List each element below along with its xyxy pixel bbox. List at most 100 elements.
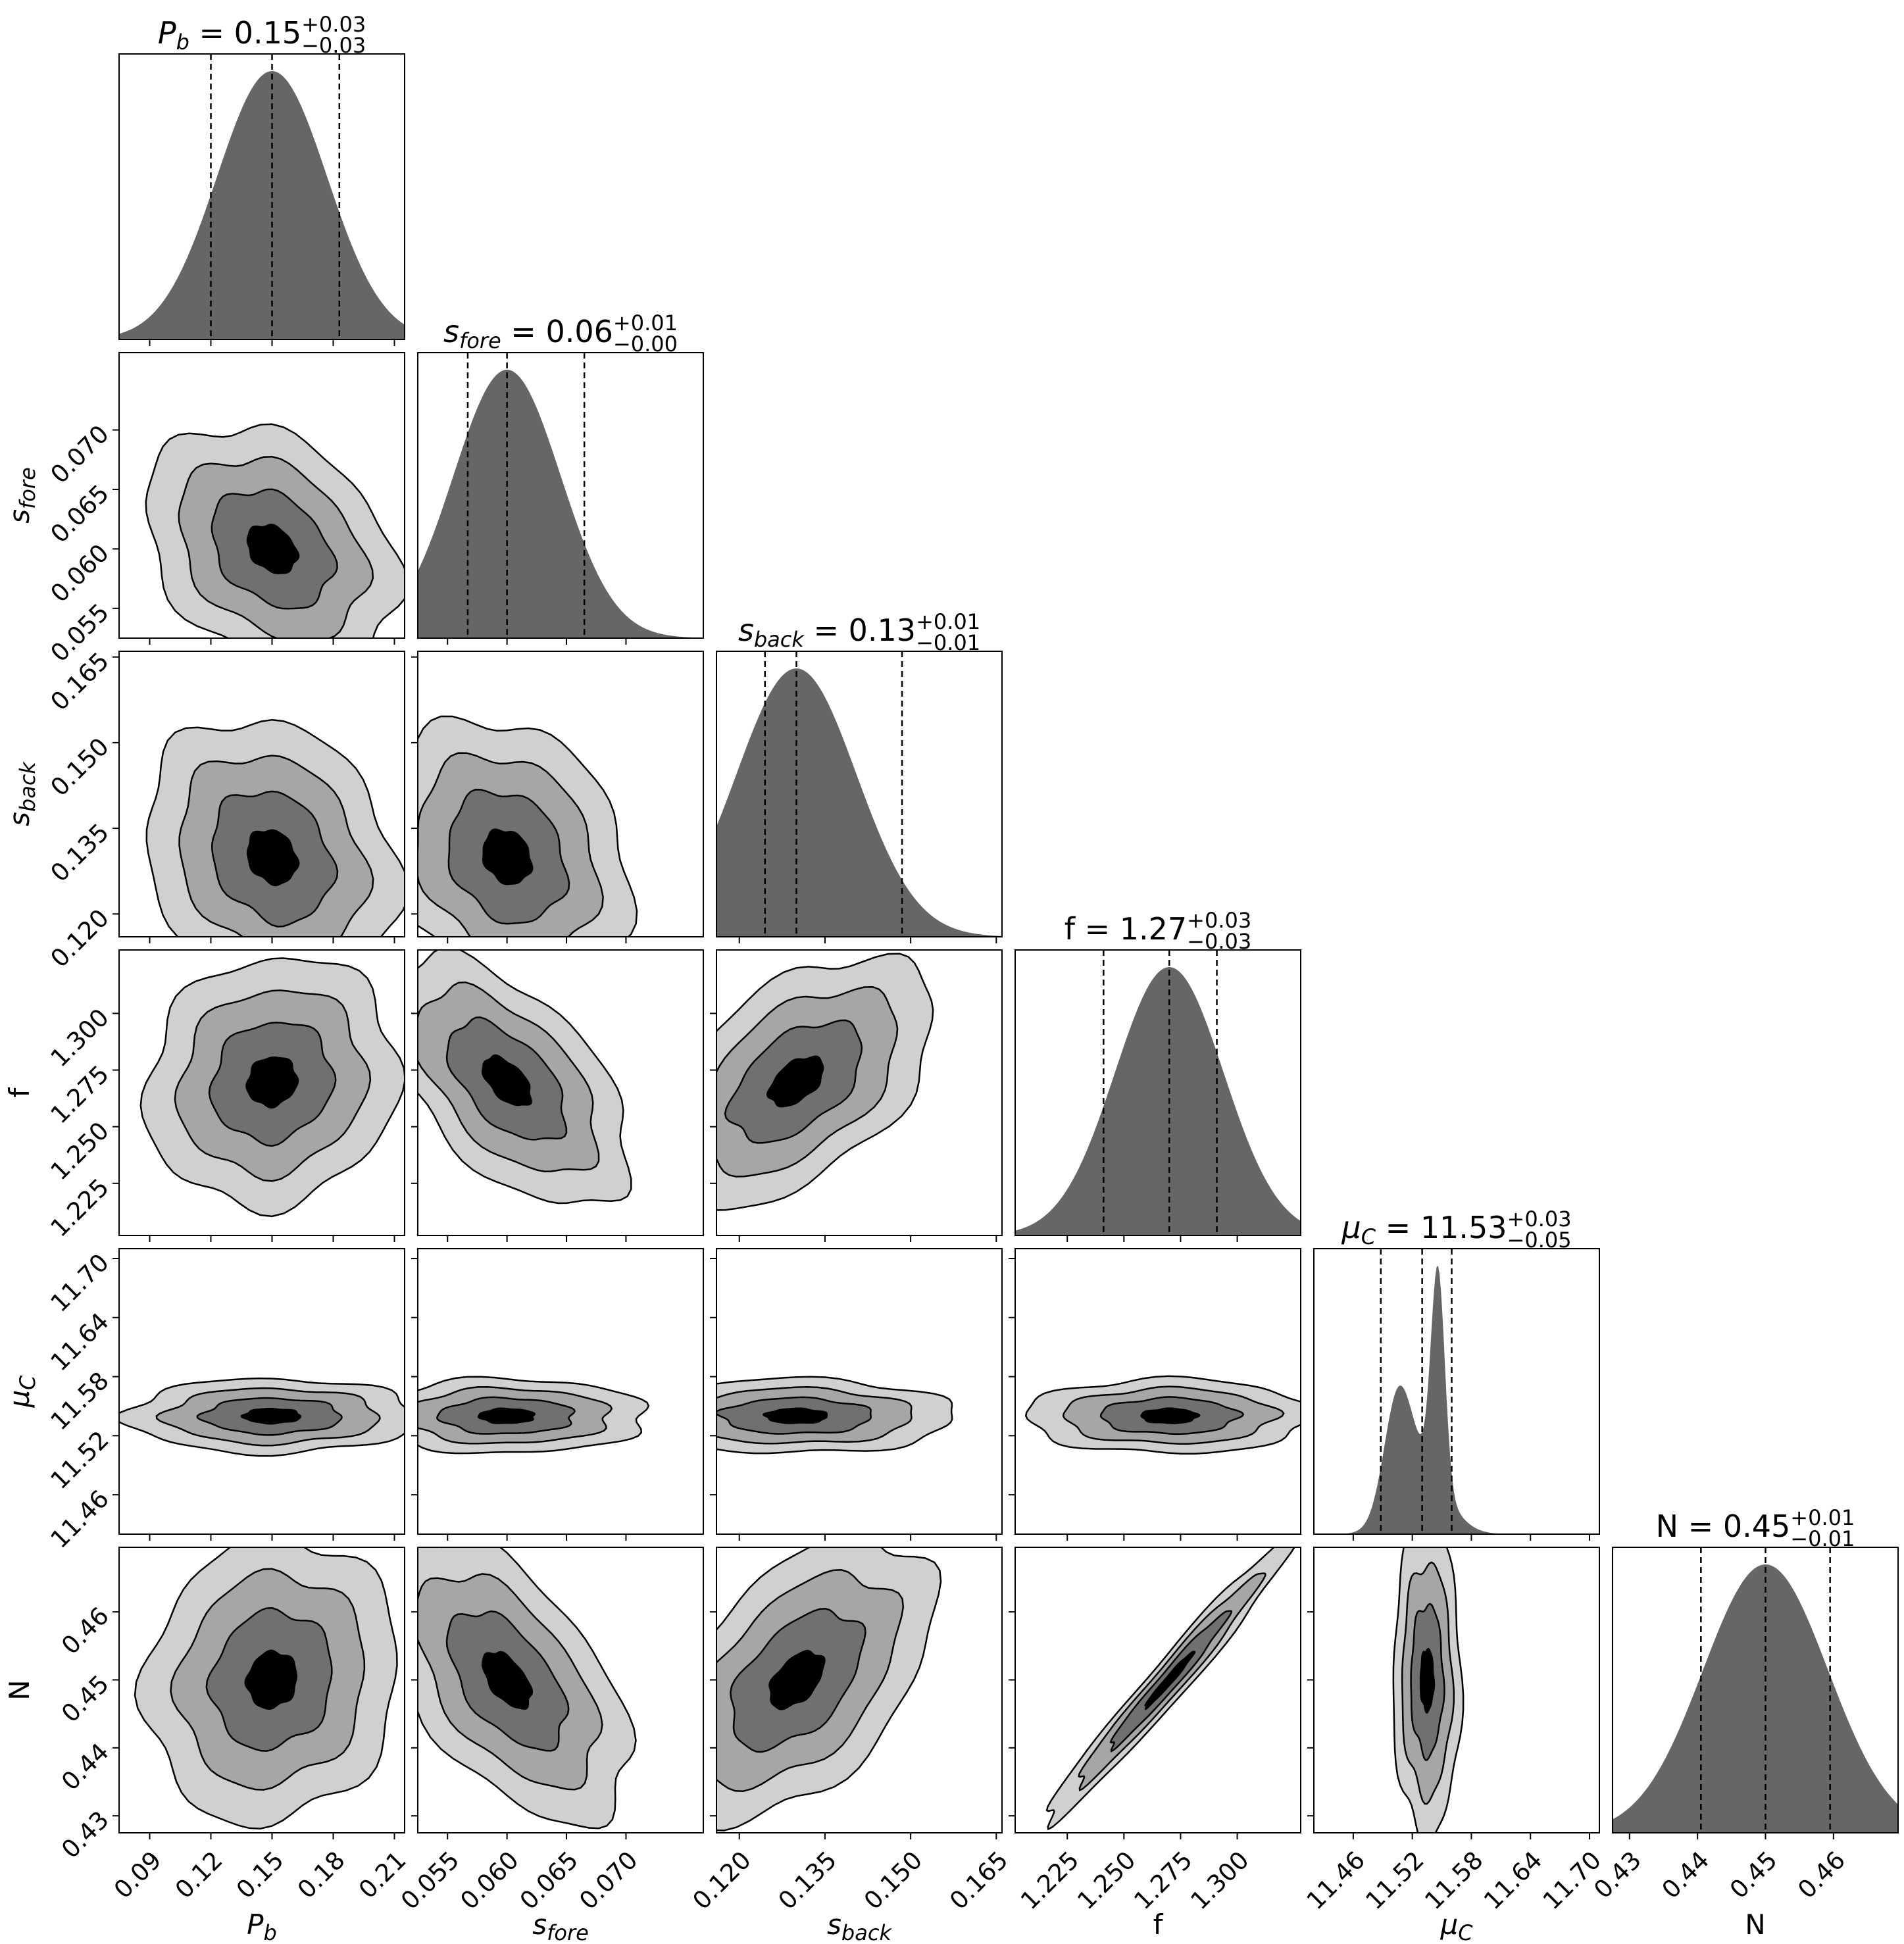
histogram-Pb xyxy=(119,71,405,339)
panel-frame xyxy=(417,352,704,639)
y-tick-label: 1.300 xyxy=(45,1003,114,1072)
panel-body xyxy=(716,1376,953,1455)
panel-body xyxy=(145,423,405,638)
contour-level-4 xyxy=(481,1054,532,1107)
title-label-main: μ xyxy=(1341,1210,1361,1245)
panel-body xyxy=(119,54,405,339)
contour-level-4 xyxy=(768,1649,826,1710)
x-tick-label: 0.46 xyxy=(1792,1846,1851,1905)
panel-sback-sfore xyxy=(411,651,704,943)
panel-frame xyxy=(1313,1248,1600,1535)
y-tick-label: 0.060 xyxy=(45,539,114,608)
panel-frame xyxy=(118,352,405,639)
y-axis-label-f-main: f xyxy=(3,1087,36,1097)
x-axis-label-Pb-main: P xyxy=(247,1908,264,1941)
x-tick-label: 11.58 xyxy=(1419,1846,1488,1915)
title-label-sub: b xyxy=(176,30,189,55)
x-tick-label: 0.12 xyxy=(170,1846,228,1905)
panel-frame xyxy=(118,1248,405,1535)
y-axis-label-f: f xyxy=(3,1087,36,1097)
panel-frame xyxy=(118,651,405,937)
y-tick-label: 0.070 xyxy=(45,420,114,489)
panel-muC-sfore xyxy=(411,1248,704,1541)
panel-frame xyxy=(716,1248,1003,1535)
title-plus: +0.01 xyxy=(613,311,678,336)
title-Pb: Pb = 0.15+0.03 xyxy=(158,12,366,55)
panel-body xyxy=(716,953,934,1211)
title-muC: μC = 11.53+0.03 xyxy=(1341,1207,1571,1249)
histogram-f xyxy=(1015,967,1301,1235)
contour-level-4 xyxy=(1419,1647,1436,1714)
x-tick-label: 11.52 xyxy=(1361,1846,1430,1915)
contour-level-4 xyxy=(245,1056,299,1109)
panel-body xyxy=(1045,1547,1296,1831)
panel-body xyxy=(145,718,405,937)
panel-body xyxy=(139,957,405,1218)
panel-frame xyxy=(1612,1547,1899,1833)
x-tick-label: 0.44 xyxy=(1657,1846,1715,1905)
contour-level-4 xyxy=(766,1055,824,1108)
y-tick-label: 11.70 xyxy=(45,1248,114,1317)
x-axis-label-sback-sub: back xyxy=(841,1920,893,1944)
y-tick-label: 0.065 xyxy=(45,479,114,548)
contour-level-4 xyxy=(240,1407,302,1425)
histogram-sback xyxy=(716,668,1002,937)
x-axis-label-N: N xyxy=(1745,1908,1765,1941)
panel-frame xyxy=(417,651,704,937)
panel-body xyxy=(119,1377,405,1457)
x-axis-label-Pb-sub: b xyxy=(264,1920,277,1944)
panel-body xyxy=(418,1376,650,1455)
panel-body xyxy=(1015,950,1301,1235)
panel-body xyxy=(418,353,703,638)
x-axis-label-N-main: N xyxy=(1745,1908,1765,1941)
x-tick-label: 0.055 xyxy=(395,1846,464,1915)
x-tick-label: 1.250 xyxy=(1072,1846,1141,1915)
x-axis-label-muC-sub: C xyxy=(1458,1920,1473,1944)
x-tick-label: 0.18 xyxy=(292,1846,351,1905)
x-tick-label: 0.09 xyxy=(109,1846,167,1905)
title-equals: = 0.45 xyxy=(1678,1508,1790,1544)
y-tick-label: 11.46 xyxy=(45,1485,114,1554)
y-axis-label-N-main: N xyxy=(3,1680,36,1700)
y-tick-label: 0.150 xyxy=(45,732,114,801)
x-tick-label: 0.150 xyxy=(859,1846,928,1915)
y-tick-label: 11.64 xyxy=(45,1307,114,1376)
title-label-sub: back xyxy=(754,627,805,652)
x-axis-label-sfore-sub: fore xyxy=(547,1920,589,1944)
panel-body xyxy=(418,1547,637,1830)
y-axis-label-muC-main: μ xyxy=(3,1390,36,1408)
panel-body xyxy=(418,950,632,1205)
y-tick-label: 0.120 xyxy=(45,904,114,973)
panel-body xyxy=(716,651,1002,937)
contour-level-4 xyxy=(246,829,300,887)
y-axis-label-sback: sback xyxy=(3,761,40,826)
x-tick-label: 1.300 xyxy=(1185,1846,1254,1915)
title-plus: +0.03 xyxy=(1507,1207,1572,1232)
panel-body xyxy=(1314,1249,1599,1534)
panel-frame xyxy=(1015,949,1301,1236)
panel-frame xyxy=(1313,1547,1600,1833)
x-tick-label: 0.065 xyxy=(514,1846,584,1915)
x-tick-label: 0.43 xyxy=(1588,1846,1647,1905)
x-axis-label-muC: μC xyxy=(1440,1908,1473,1944)
x-tick-label: 0.135 xyxy=(773,1846,842,1915)
title-equals: = 0.06 xyxy=(501,314,613,349)
panel-frame xyxy=(118,1547,405,1833)
panel-frame xyxy=(716,949,1003,1236)
panel-muC-sback xyxy=(710,1248,1003,1541)
contour-level-4 xyxy=(482,828,534,885)
contour-level-4 xyxy=(1144,1651,1196,1710)
panel-frame xyxy=(1015,1248,1301,1535)
contour-level-4 xyxy=(246,524,300,574)
panel-N-N: N = 0.45+0.01−0.010.43 0.44 0.45 0.46N xyxy=(1588,1505,1899,1941)
x-axis-label-Pb: Pb xyxy=(247,1908,277,1944)
contour-level-4 xyxy=(1140,1407,1201,1424)
title-equals: = 0.13 xyxy=(804,612,916,648)
panel-N-sback: 0.120 0.135 0.150 0.165 sback xyxy=(688,1547,1013,1944)
panel-frame xyxy=(417,1547,704,1833)
y-axis-label-sfore-main: s xyxy=(3,509,36,524)
